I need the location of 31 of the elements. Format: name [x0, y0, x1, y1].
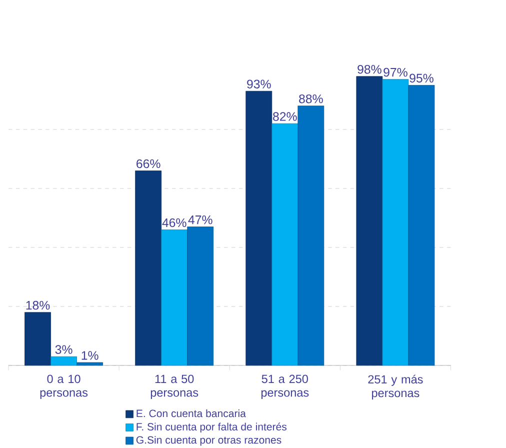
bar [272, 123, 298, 366]
bar [382, 79, 409, 366]
data-label: 95% [410, 74, 434, 83]
x-tick-label: 251 y más personas [368, 374, 423, 400]
bar [50, 356, 77, 366]
data-label: 93% [247, 80, 271, 88]
bar [356, 76, 383, 366]
bar [298, 106, 324, 366]
bar [135, 170, 162, 366]
data-label: 18% [26, 300, 50, 310]
bar [161, 230, 188, 366]
x-tick-label: 51 a 250 personas [261, 374, 309, 400]
data-label: 1% [82, 351, 98, 360]
legend-label: E. Con cuenta bancaria [136, 409, 246, 418]
x-tick-label: 11 a 50 personas [150, 374, 198, 400]
bar [408, 85, 435, 366]
data-label: 47% [188, 215, 212, 224]
x-tick-label: 0 a 10 personas [40, 374, 88, 400]
legend-label: F. Sin cuenta por falta de interés [136, 422, 286, 433]
bar [246, 90, 272, 366]
bar [76, 362, 103, 366]
data-label: 88% [299, 94, 323, 104]
bar [187, 226, 214, 366]
data-label: 66% [136, 159, 160, 168]
data-label: 97% [384, 68, 408, 77]
data-label: 3% [55, 345, 72, 354]
bar [24, 312, 51, 366]
data-label: 98% [358, 64, 382, 74]
legend-label: G.Sin cuenta por otras razones [136, 436, 282, 446]
data-label: 46% [162, 218, 186, 228]
data-label: 82% [273, 112, 297, 121]
